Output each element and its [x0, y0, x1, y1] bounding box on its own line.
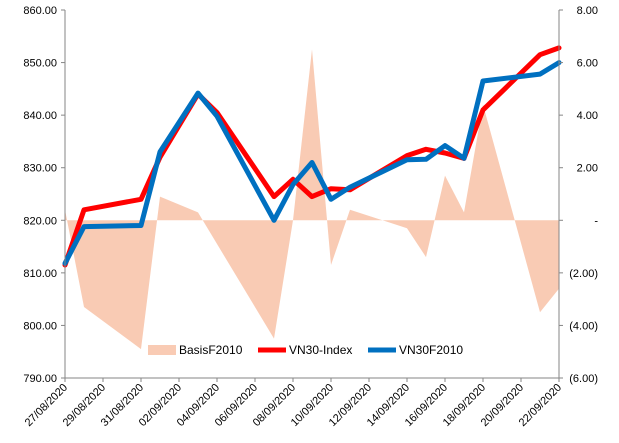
y-left-tick-label: 820.00 — [23, 215, 57, 227]
index-lines-layer — [62, 45, 562, 268]
y-left-tick-label: 860.00 — [23, 5, 57, 17]
y-left-tick-label: 840.00 — [23, 110, 57, 122]
y-left-tick-label: 810.00 — [23, 268, 57, 280]
y-right-tick-label: (2.00) — [569, 268, 598, 280]
y-right-tick-label: 4.00 — [577, 110, 598, 122]
legend-swatch-area — [148, 345, 176, 355]
series-area-basisf2010 — [65, 49, 559, 350]
legend-label: BasisF2010 — [179, 343, 243, 357]
y-left-tick-label: 800.00 — [23, 320, 57, 332]
y-left-tick-label: 850.00 — [23, 58, 57, 70]
y-left-tick-label: 790.00 — [23, 373, 57, 385]
legend: BasisF2010 VN30-Index VN30F2010 — [148, 343, 463, 357]
basis-area-layer — [65, 49, 559, 350]
y-right-tick-label: (4.00) — [569, 320, 598, 332]
y-right-tick-label: 2.00 — [577, 163, 598, 175]
legend-label: VN30F2010 — [399, 343, 463, 357]
y-right-tick-label: 8.00 — [577, 5, 598, 17]
series-line-vn30f2010 — [62, 60, 562, 266]
y-right-tick-label: - — [594, 215, 598, 227]
y-right-tick-label: 6.00 — [577, 58, 598, 70]
y-right-tick-label: (6.00) — [569, 373, 598, 385]
legend-label: VN30-Index — [289, 343, 352, 357]
y-left-tick-label: 830.00 — [23, 163, 57, 175]
